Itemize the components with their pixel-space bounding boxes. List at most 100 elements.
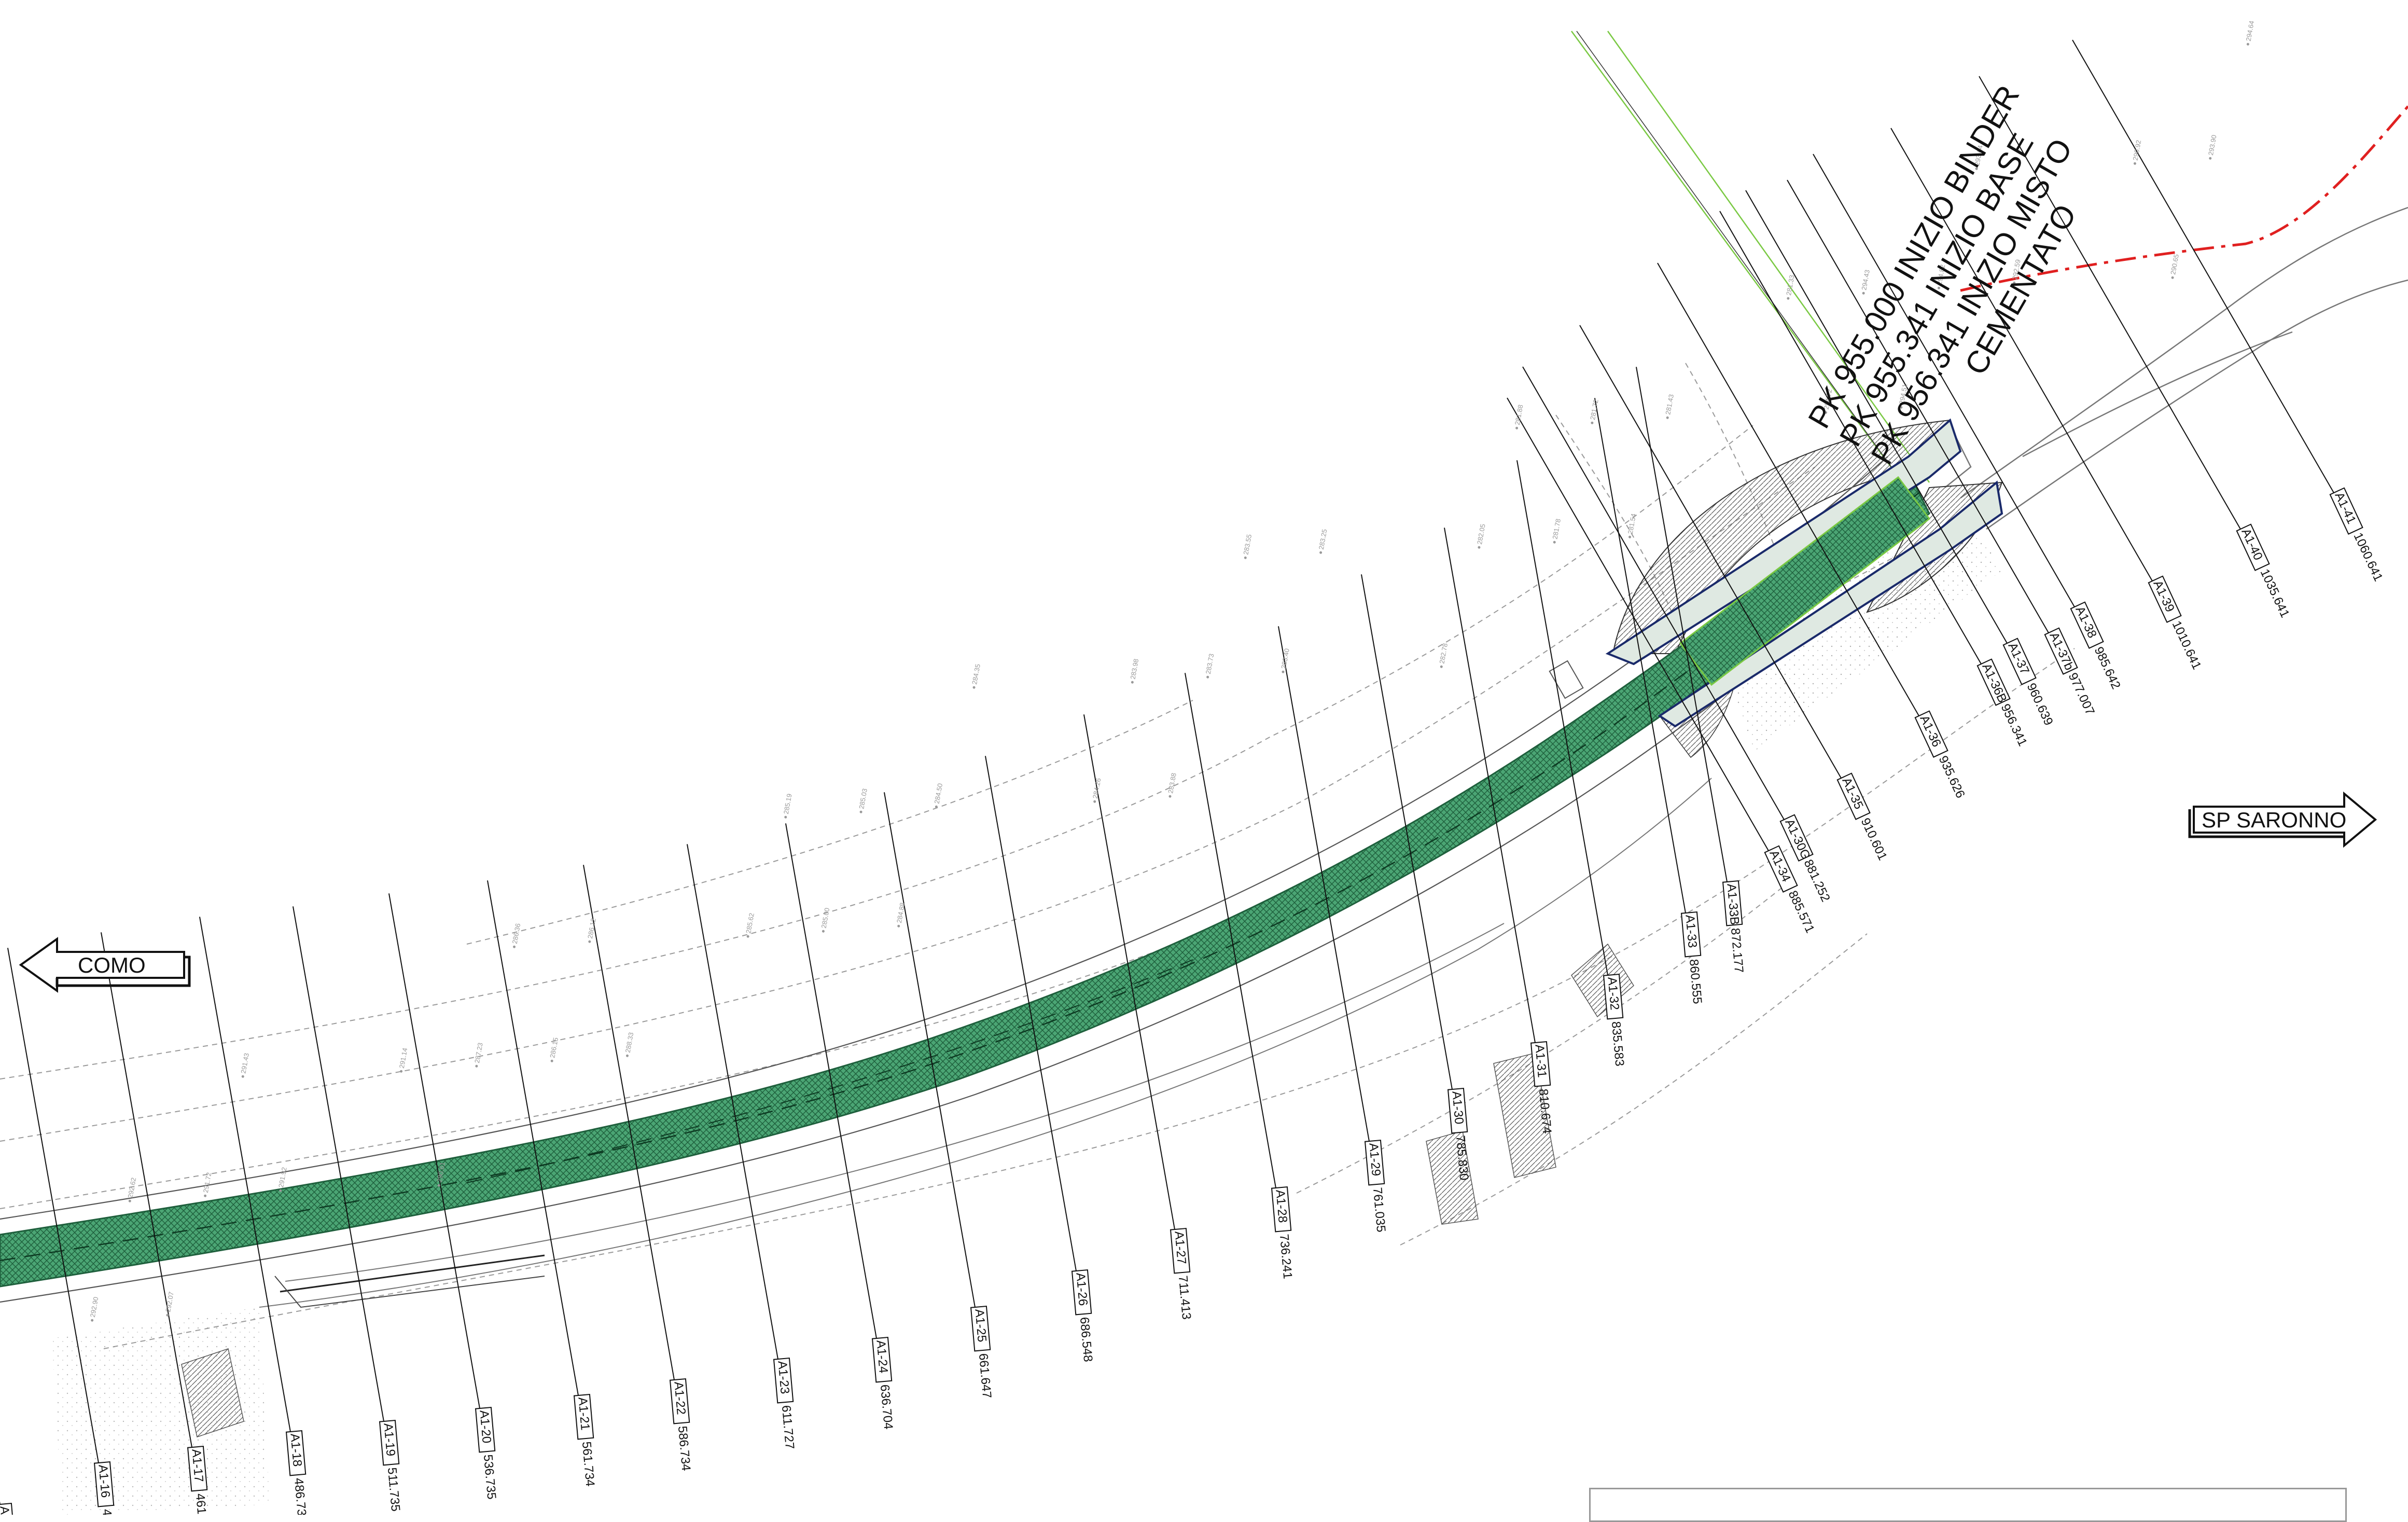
cross-section-label: A1-26 686.548 [1071, 1269, 1095, 1363]
cross-section-id: A1-28 [1273, 1189, 1289, 1223]
cross-section-id: A1-29 [1366, 1142, 1383, 1177]
spot-height-marker [1168, 795, 1172, 798]
cross-section-label: A1-18 486.735 [285, 1430, 309, 1515]
cross-section-id: A1-27 [1172, 1230, 1188, 1265]
cross-section-line [1745, 190, 2008, 644]
direction-arrow-left: COMO [19, 937, 191, 993]
cross-section-label: A1-20 536.735 [475, 1406, 498, 1500]
cross-section-chainage: 910.601 [1858, 816, 1890, 863]
spot-height: 291.14 [398, 1047, 409, 1073]
spot-height: 286.12 [586, 918, 597, 943]
spot-height: 291.92 [277, 1167, 288, 1192]
spot-height-value: 292.59 [2011, 259, 2022, 281]
cross-section-chainage: 761.035 [1370, 1187, 1388, 1233]
cross-section-label: A1-15411.735 [0, 1502, 16, 1515]
cross-section-line [686, 844, 778, 1360]
cross-section-chainage: 686.548 [1077, 1317, 1095, 1363]
cross-section-id: A1-19 [381, 1422, 397, 1457]
cross-section-id: A1-17 [189, 1448, 205, 1483]
spot-height: 286.15 [548, 1037, 560, 1062]
spot-height: 292.90 [89, 1296, 100, 1322]
cross-section-chainage: 935.626 [1936, 754, 1968, 800]
cross-section-id-box [1836, 772, 1871, 820]
spot-height-value: 284.88 [895, 902, 907, 924]
spot-height: 291.43 [239, 1053, 250, 1078]
cross-section-id: A1-22 [671, 1381, 688, 1415]
spot-height-marker [859, 810, 862, 813]
spot-height-value: 283.73 [1204, 653, 1216, 675]
spot-height-value: 293.64 [1973, 145, 1984, 167]
spot-height-value: 291.43 [239, 1053, 250, 1074]
spot-height-value: 281.72 [1589, 399, 1600, 421]
cross-section-chainage: 536.735 [481, 1454, 498, 1500]
spot-height-value: 291.92 [277, 1167, 288, 1188]
spot-height: 292.59 [2011, 259, 2022, 284]
spot-height-value: 294.72 [1822, 389, 1834, 410]
cross-section-label: A1-16 436.735 [93, 1461, 117, 1515]
spot-height-marker [1206, 675, 1209, 679]
cross-section-id: A1-25 [972, 1308, 989, 1343]
cross-section-chainage: 511.735 [385, 1467, 402, 1512]
spot-height-value: 285.00 [820, 907, 831, 929]
spot-height-marker [1900, 406, 1903, 409]
cross-section-line [1507, 397, 1769, 851]
cross-section-id: A1-23 [775, 1360, 791, 1394]
spot-height: 284.50 [933, 783, 944, 808]
spot-height-marker [1440, 665, 1443, 668]
spot-height: 284.26 [1091, 778, 1103, 803]
spot-height-value: 294.43 [1860, 269, 1871, 291]
cross-section-lines [0, 39, 2334, 1504]
spot-height-marker [437, 1184, 440, 1187]
existing-road-east [1944, 206, 2408, 530]
cross-section-line [7, 948, 99, 1463]
spot-height: 283.88 [1166, 772, 1178, 798]
spot-height-marker [625, 1054, 629, 1057]
spot-height-marker [1591, 421, 1594, 424]
cross-section-line [1443, 528, 1536, 1043]
cross-section-line [486, 880, 579, 1396]
cross-section-line [2072, 39, 2334, 493]
cross-section-id: A1-18 [287, 1433, 304, 1467]
spot-height-value: 283.98 [1129, 658, 1140, 680]
cross-section-chainage: 661.647 [976, 1353, 994, 1399]
spot-height: 281.88 [1513, 404, 1524, 430]
cross-section-line [1083, 714, 1175, 1230]
cross-section-id: A1-16 [95, 1464, 112, 1498]
cross-section-chainage: 985.642 [2092, 645, 2123, 691]
spot-height-marker [1131, 681, 1134, 684]
cross-section-line [1657, 262, 1919, 716]
spot-height-marker [746, 935, 749, 938]
spot-height-marker [1628, 535, 1632, 538]
spot-height-value: 283.25 [1317, 529, 1329, 550]
spot-height-marker [204, 1194, 207, 1197]
cross-section-id-box [669, 1378, 690, 1424]
cross-section-chainage: 885.571 [1786, 889, 1817, 935]
cross-section-id: A1-15 [0, 1505, 14, 1515]
spot-height-marker [1787, 297, 1790, 300]
spot-height-marker [550, 1059, 553, 1062]
spot-height-marker [588, 940, 591, 943]
spot-height-marker [279, 1189, 282, 1192]
spot-height-value: 293.90 [2207, 134, 2218, 156]
spot-height-marker [1093, 800, 1096, 803]
spot-height-marker [1862, 292, 1865, 295]
spot-height-value: 294.82 [1936, 264, 1947, 286]
cross-section-chainage: 860.555 [1687, 959, 1704, 1005]
spot-height-marker [400, 1070, 403, 1073]
spot-height: 283.73 [1204, 653, 1216, 679]
cross-section-line [1360, 574, 1453, 1090]
cross-section-label: A1-33 860.555 [1680, 911, 1704, 1005]
spot-height: 285.62 [744, 912, 756, 938]
cross-section-chainage: 1060.641 [2351, 531, 2386, 584]
cross-section-id: A1-37b [2047, 630, 2076, 673]
spot-height-marker [166, 1313, 169, 1317]
cross-section-id-box [1914, 710, 1948, 758]
cross-section-line [883, 792, 976, 1308]
spot-height-marker [822, 930, 825, 933]
